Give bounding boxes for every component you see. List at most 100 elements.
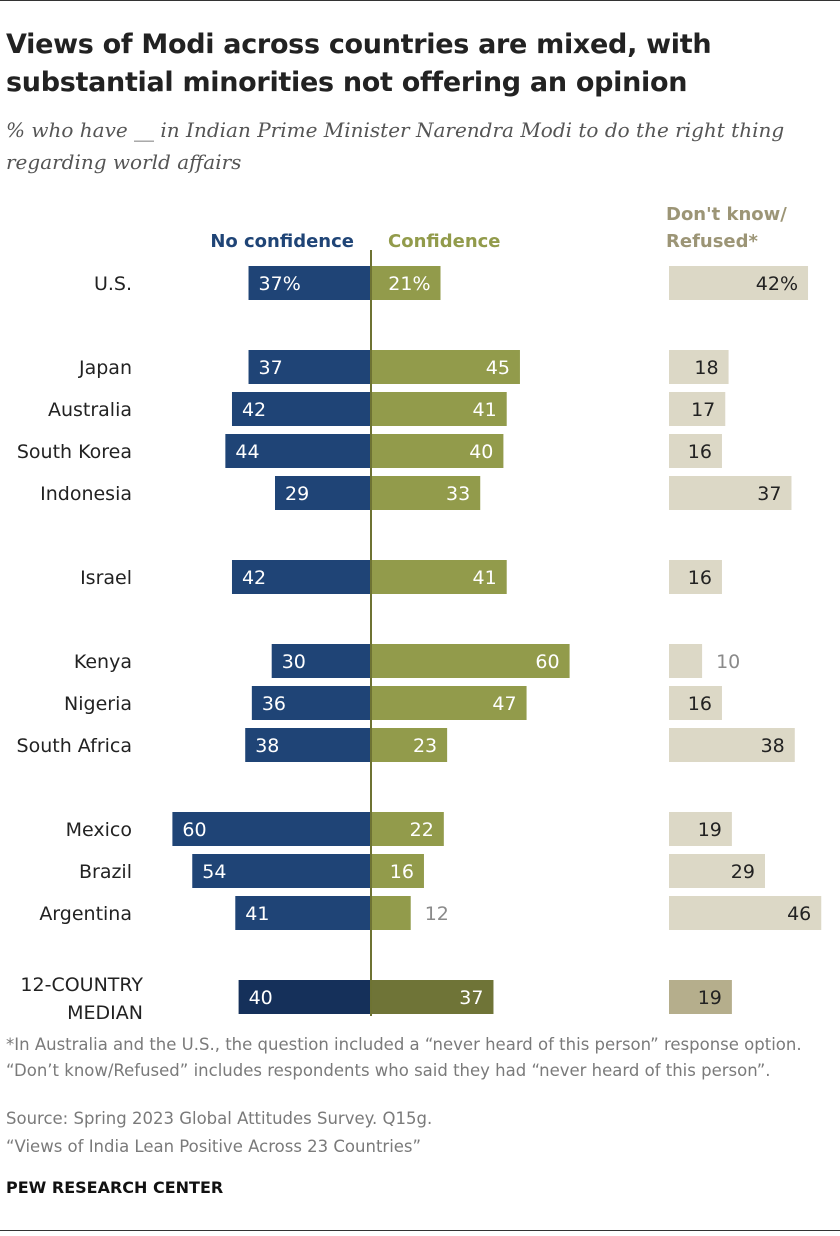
bottom-rule (0, 1230, 840, 1231)
no-confidence-value: 41 (245, 903, 269, 925)
country-label: Argentina (39, 903, 132, 925)
confidence-value: 41 (473, 399, 497, 421)
no-confidence-value: 37% (259, 273, 301, 295)
country-label: Japan (78, 357, 132, 379)
confidence-bar (371, 854, 424, 888)
no-confidence-value: 40 (249, 987, 273, 1009)
dont-know-value: 16 (688, 441, 712, 463)
chart-title: Views of Modi across countries are mixed… (6, 29, 712, 98)
confidence-bar (371, 812, 444, 846)
no-confidence-value: 38 (255, 735, 279, 757)
confidence-value: 41 (473, 567, 497, 589)
dont-know-value: 37 (757, 483, 781, 505)
no-confidence-bar (225, 434, 371, 468)
confidence-value: 33 (446, 483, 470, 505)
no-confidence-bar (238, 980, 371, 1014)
confidence-value: 21% (388, 273, 430, 295)
country-label: Brazil (79, 861, 132, 883)
diverging-bar-chart: No confidence Confidence Don't know/Refuse… (17, 204, 822, 1024)
dont-know-value: 16 (688, 693, 712, 715)
confidence-bar (371, 686, 527, 720)
confidence-value: 45 (486, 357, 510, 379)
no-confidence-bar (231, 392, 371, 426)
no-confidence-bar (235, 896, 371, 930)
dont-know-bar (669, 644, 703, 678)
dont-know-bar (669, 476, 792, 510)
median-label-line1: 12-COUNTRY (20, 974, 143, 996)
confidence-value: 23 (413, 735, 437, 757)
dont-know-bar (669, 266, 809, 300)
no-confidence-value: 36 (262, 693, 286, 715)
country-label: Indonesia (40, 483, 132, 505)
confidence-bar (371, 560, 507, 594)
dont-know-bar (669, 392, 726, 426)
country-label: Israel (80, 567, 132, 589)
dont-know-bar (669, 560, 722, 594)
source-note: Source: Spring 2023 Global Attitudes Sur… (6, 1109, 433, 1128)
confidence-bar (371, 434, 504, 468)
confidence-bar (371, 896, 411, 930)
no-confidence-value: 60 (182, 819, 206, 841)
dont-know-bar (669, 812, 732, 846)
dont-know-value: 42% (756, 273, 798, 295)
pew-credit: PEW RESEARCH CENTER (6, 1178, 224, 1197)
top-rule (0, 0, 840, 1)
confidence-value: 47 (492, 693, 516, 715)
country-label: Mexico (66, 819, 132, 841)
no-confidence-bar (248, 266, 371, 300)
country-label: South Africa (17, 735, 132, 757)
legend-dont-know-line2: Refused* (666, 231, 759, 252)
no-confidence-bar (245, 728, 371, 762)
chart-subtitle: % who have __ in Indian Prime Minister N… (6, 118, 785, 174)
legend-no-confidence: No confidence (210, 231, 354, 252)
dont-know-value: 18 (694, 357, 718, 379)
dont-know-bar (669, 854, 765, 888)
country-label: Kenya (74, 651, 132, 673)
dont-know-value: 17 (691, 399, 715, 421)
dont-know-bar (669, 896, 822, 930)
no-confidence-value: 42 (242, 399, 266, 421)
no-confidence-bar (172, 812, 371, 846)
dont-know-value: 16 (688, 567, 712, 589)
no-confidence-bar (271, 644, 371, 678)
confidence-value: 16 (390, 861, 414, 883)
dont-know-value: 10 (716, 651, 740, 673)
no-confidence-value: 44 (235, 441, 259, 463)
no-confidence-bar (275, 476, 371, 510)
confidence-bar (371, 392, 507, 426)
dont-know-bar (669, 686, 722, 720)
legend-confidence: Confidence (388, 231, 501, 252)
country-label: South Korea (17, 441, 132, 463)
confidence-value: 22 (410, 819, 434, 841)
confidence-value: 12 (425, 903, 449, 925)
country-label: U.S. (94, 273, 132, 295)
no-confidence-value: 30 (282, 651, 306, 673)
no-confidence-bar (231, 560, 371, 594)
confidence-bar (371, 350, 520, 384)
dont-know-bar (669, 434, 722, 468)
dont-know-value: 19 (698, 987, 722, 1009)
confidence-bar (371, 644, 570, 678)
dont-know-value: 38 (761, 735, 785, 757)
no-confidence-bar (251, 686, 371, 720)
report-title-note: “Views of India Lean Positive Across 23 … (6, 1137, 422, 1156)
confidence-bar (371, 476, 481, 510)
dont-know-value: 19 (698, 819, 722, 841)
confidence-bar (371, 980, 494, 1014)
legend-dont-know-line1: Don't know/ (666, 204, 787, 225)
dont-know-value: 29 (731, 861, 755, 883)
no-confidence-value: 37 (259, 357, 283, 379)
no-confidence-value: 42 (242, 567, 266, 589)
no-confidence-bar (192, 854, 371, 888)
no-confidence-value: 29 (285, 483, 309, 505)
country-label: Nigeria (64, 693, 132, 715)
footnote: *In Australia and the U.S., the question… (6, 1035, 802, 1080)
no-confidence-value: 54 (202, 861, 226, 883)
confidence-value: 37 (459, 987, 483, 1009)
confidence-value: 40 (469, 441, 493, 463)
no-confidence-bar (248, 350, 371, 384)
dont-know-bar (669, 728, 795, 762)
country-label: Australia (48, 399, 132, 421)
confidence-bar (371, 728, 448, 762)
dont-know-value: 46 (787, 903, 811, 925)
